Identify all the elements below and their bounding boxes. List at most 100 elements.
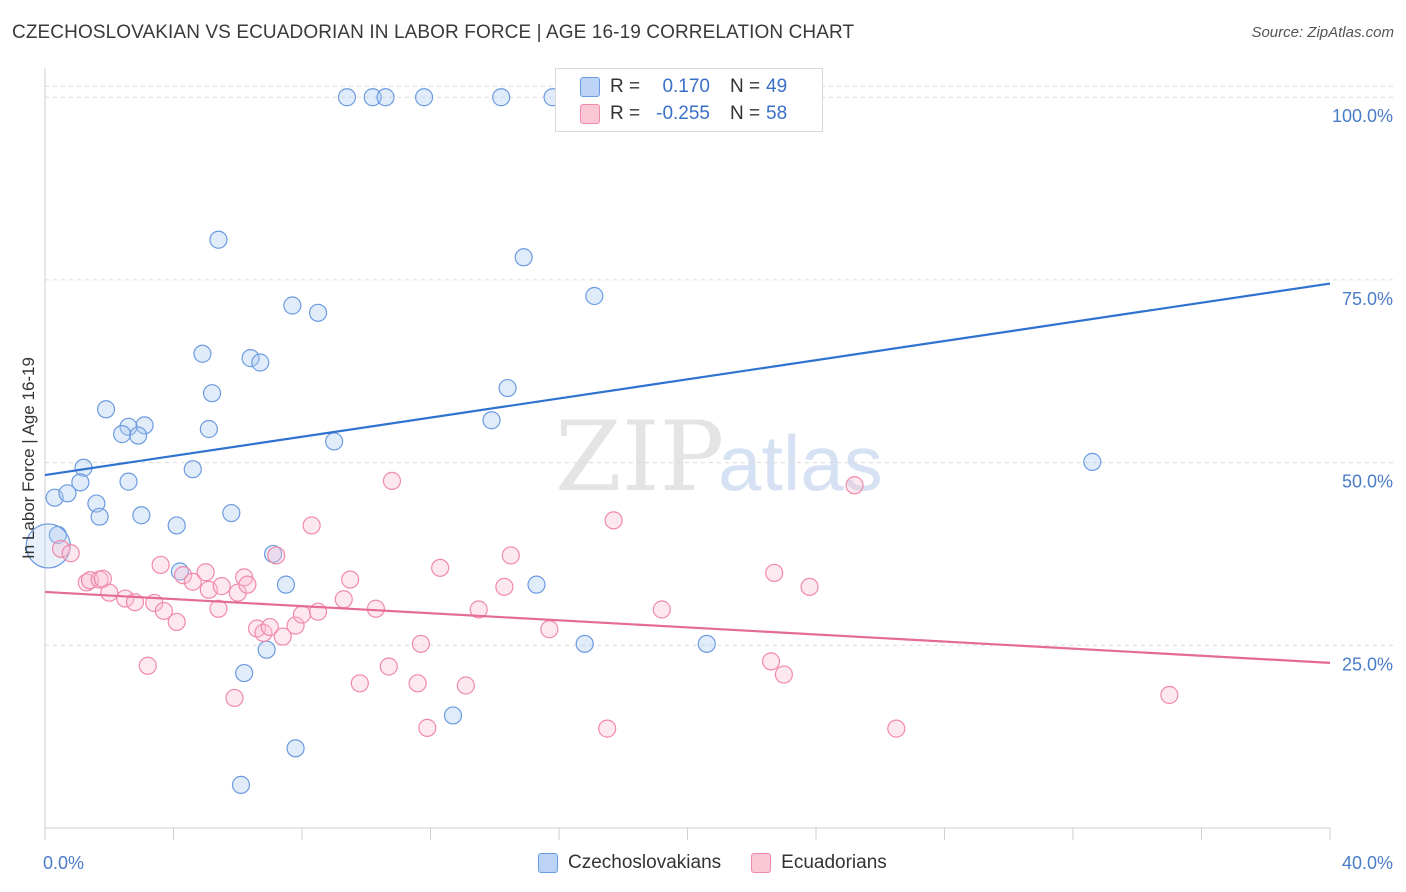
data-point-ecuadorian xyxy=(225,688,244,708)
data-point-ecuadorian xyxy=(154,601,173,621)
data-point-ecuadorian xyxy=(382,471,402,490)
data-point-czechoslovakian xyxy=(183,460,202,479)
data-point-ecuadorian xyxy=(292,605,312,624)
y-tick-label: 100.0% xyxy=(1332,106,1393,126)
data-point-czechoslovakian xyxy=(376,88,395,107)
data-point-ecuadorian xyxy=(431,558,450,577)
data-point-czechoslovakian xyxy=(71,473,90,492)
legend-swatch-czechoslovakians xyxy=(538,853,558,873)
data-point-ecuadorian xyxy=(273,627,292,646)
data-point-czechoslovakian xyxy=(251,353,270,372)
watermark: ZIP atlas xyxy=(555,401,883,513)
data-point-czechoslovakian xyxy=(527,575,546,594)
data-point-ecuadorian xyxy=(501,546,520,565)
data-point-ecuadorian xyxy=(302,516,321,535)
trend-line-ecuadorians xyxy=(44,590,1331,664)
data-point-ecuadorian xyxy=(151,555,170,575)
data-point-czechoslovakian xyxy=(167,516,186,535)
data-point-ecuadorian xyxy=(167,612,186,632)
data-point-czechoslovakian xyxy=(96,400,116,419)
data-point-ecuadorian xyxy=(598,719,617,738)
data-point-ecuadorian xyxy=(51,539,71,558)
data-point-ecuadorian xyxy=(209,599,228,618)
data-point-ecuadorian xyxy=(334,590,353,609)
data-point-czechoslovakian xyxy=(337,88,357,107)
legend-label-ecuadorians: Ecuadorians xyxy=(781,852,887,873)
data-point-czechoslovakian xyxy=(697,634,716,653)
y-tick-label: 25.0% xyxy=(1342,654,1393,674)
data-point-ecuadorian xyxy=(411,634,430,653)
data-point-ecuadorian xyxy=(100,583,119,602)
n-value: 58 xyxy=(766,103,788,124)
chart-title: CZECHOSLOVAKIAN VS ECUADORIAN IN LABOR F… xyxy=(12,22,855,43)
data-point-ecuadorian xyxy=(116,589,135,608)
data-point-czechoslovakian xyxy=(209,230,228,249)
x-tick-label: 40.0% xyxy=(1342,853,1393,873)
n-label: N = xyxy=(730,103,761,124)
data-point-ecuadorian xyxy=(350,674,369,693)
data-point-ecuadorian xyxy=(267,546,286,565)
data-point-czechoslovakian xyxy=(283,296,302,315)
data-point-czechoslovakian xyxy=(90,507,109,526)
data-point-ecuadorian xyxy=(845,476,864,495)
data-point-ecuadorian xyxy=(774,665,793,684)
data-point-ecuadorian xyxy=(61,544,80,563)
data-point-czechoslovakian xyxy=(241,349,260,368)
data-point-czechoslovakian xyxy=(235,663,254,683)
n-value: 49 xyxy=(766,76,788,97)
data-point-czechoslovakian xyxy=(514,248,533,267)
data-point-czechoslovakian xyxy=(276,575,296,594)
data-point-czechoslovakian xyxy=(443,706,463,725)
data-point-ecuadorian xyxy=(238,575,257,594)
data-point-ecuadorian xyxy=(196,563,215,582)
data-point-ecuadorian xyxy=(341,570,360,589)
data-point-czechoslovakian xyxy=(135,416,154,435)
data-point-ecuadorian xyxy=(469,600,488,619)
data-point-czechoslovakian xyxy=(119,472,138,491)
data-point-ecuadorian xyxy=(800,577,819,596)
data-point-ecuadorian xyxy=(761,652,781,671)
legend-item-czechoslovakians[interactable]: Czechoslovakians xyxy=(538,852,721,874)
data-point-ecuadorian xyxy=(495,577,514,596)
legend-label-czechoslovakians: Czechoslovakians xyxy=(568,852,722,873)
data-point-ecuadorian xyxy=(366,599,385,618)
stats-row-czechoslovakians: R = 0.170 N = 49 xyxy=(580,75,787,99)
data-point-czechoslovakian xyxy=(498,378,517,398)
data-point-czechoslovakian xyxy=(308,303,328,322)
trend-lines xyxy=(44,282,1331,664)
data-point-czechoslovakian xyxy=(482,411,501,430)
watermark-zip: ZIP xyxy=(555,401,724,513)
legend-item-ecuadorians[interactable]: Ecuadorians xyxy=(751,852,887,874)
axes xyxy=(44,68,1331,840)
data-point-czechoslovakian xyxy=(414,88,434,107)
data-point-ecuadorian xyxy=(418,718,437,737)
swatch-ecuadorians xyxy=(580,104,600,124)
series-legend: Czechoslovakians Ecuadorians xyxy=(538,852,917,874)
data-point-ecuadorian xyxy=(379,657,398,676)
data-point-ecuadorian xyxy=(138,656,157,675)
n-label: N = xyxy=(730,76,761,97)
data-point-czechoslovakian xyxy=(58,484,77,503)
data-point-ecuadorian xyxy=(540,620,559,639)
data-point-czechoslovakian xyxy=(257,640,276,659)
data-points xyxy=(25,88,1179,794)
data-point-czechoslovakian xyxy=(202,384,222,403)
tick-labels: 25.0% 50.0% 75.0% 100.0% 0.0% 40.0% xyxy=(43,106,1393,873)
data-point-ecuadorian xyxy=(765,563,784,583)
data-point-ecuadorian xyxy=(887,719,906,738)
data-point-ecuadorian xyxy=(408,674,427,693)
r-value: 0.170 xyxy=(662,76,710,97)
legend-swatch-ecuadorians xyxy=(751,853,772,873)
data-point-ecuadorian xyxy=(456,676,475,695)
data-point-czechoslovakian xyxy=(193,344,212,363)
trend-line-czechoslovakians xyxy=(44,282,1331,477)
data-point-ecuadorian xyxy=(604,511,623,530)
data-point-ecuadorian xyxy=(260,617,279,637)
data-point-ecuadorian xyxy=(212,577,231,596)
stats-legend: R = 0.170 N = 49 R = -0.255 N = 58 xyxy=(555,68,823,132)
data-point-czechoslovakian xyxy=(1083,452,1102,471)
data-point-ecuadorian xyxy=(183,572,202,591)
r-label: R = xyxy=(610,76,641,97)
data-point-czechoslovakian xyxy=(575,634,594,653)
